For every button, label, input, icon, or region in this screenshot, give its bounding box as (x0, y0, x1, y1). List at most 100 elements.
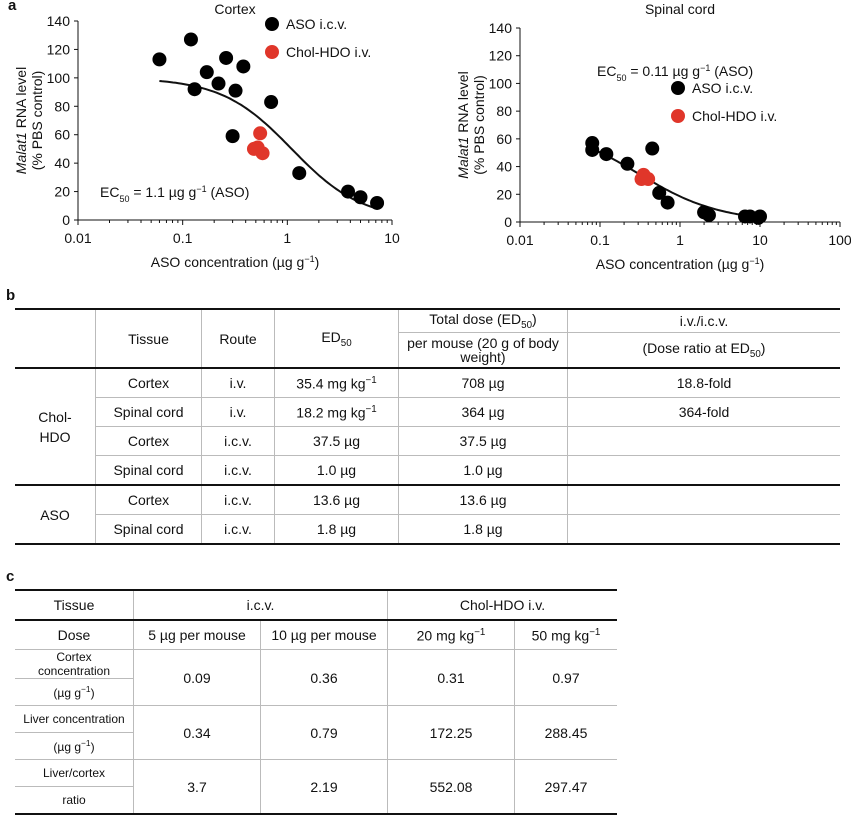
data-point (250, 140, 265, 155)
legend-marker (265, 17, 279, 31)
tableB-cell: 13.6 µg (274, 484, 399, 515)
tableB-cell (567, 455, 840, 486)
tableC-label2: ratio (15, 786, 134, 815)
chart-title: Spinal cord (645, 1, 715, 17)
data-point (660, 195, 675, 210)
tableB-cell: 13.6 µg (398, 484, 568, 515)
tableB-cell: 18.8-fold (567, 367, 840, 398)
tableB-cell: 37.5 µg (398, 426, 568, 456)
x-axis-label: ASO concentration (µg g−1) (151, 254, 320, 270)
data-point (228, 83, 243, 98)
data-point (211, 76, 226, 91)
y-tick-label: 20 (496, 186, 512, 202)
data-point (219, 50, 234, 65)
x-tick-label: 0.1 (173, 230, 193, 246)
tableB-cell: Cortex (95, 367, 202, 398)
x-tick-label: 10 (384, 230, 400, 246)
tableB-cell: 364-fold (567, 397, 840, 427)
y-tick-label: 140 (489, 20, 513, 36)
panel-letter-c: c (6, 568, 15, 585)
table-row: Chol-HDO Cortex i.v. 35.4 mg kg−1 708 µg… (15, 367, 840, 486)
x-tick-label: 0.1 (590, 232, 610, 248)
y-tick-label: 60 (54, 127, 70, 143)
tableB-cell (567, 484, 840, 515)
tableC-dose: 50 mg kg−1 (514, 619, 617, 650)
y-tick-label: 60 (496, 131, 512, 147)
tableB-header-route: Route (201, 308, 275, 369)
tableC-cell: 0.09 (133, 649, 261, 706)
tableC-unit: (µg g−1) (15, 678, 134, 706)
tableB-cell: Spinal cord (95, 514, 202, 545)
tableB-cell: Cortex (95, 426, 202, 456)
data-point (341, 184, 356, 199)
tableC-unit: (µg g−1) (15, 732, 134, 760)
table-row: Cortex concentration 0.09 0.36 0.31 0.97 (15, 649, 617, 706)
tableC-cell: 0.36 (260, 649, 388, 706)
tableB-cell: 708 µg (398, 367, 568, 398)
data-point (225, 129, 240, 144)
tableC-cell: 0.97 (514, 649, 617, 706)
ed50-table: Tissue Route ED50 Total dose (ED50) i.v.… (15, 308, 840, 545)
data-point (236, 59, 251, 74)
y-tick-label: 40 (54, 155, 70, 171)
tableB-cell: 37.5 µg (274, 426, 399, 456)
fit-curve (591, 147, 761, 219)
tableC-dose: 20 mg kg−1 (387, 619, 515, 650)
tableB-header-tissue: Tissue (95, 308, 202, 369)
table-row: Spinal cord i.v. 18.2 mg kg−1 364 µg 364… (15, 397, 840, 427)
data-point (370, 195, 385, 210)
tableB-cell: 364 µg (398, 397, 568, 427)
x-tick-label: 0.01 (506, 232, 533, 248)
y-tick-label: 80 (496, 103, 512, 119)
tableB-cell: i.c.v. (201, 426, 275, 456)
y-axis-label: Malat1 RNA level (455, 71, 471, 178)
tableC-cell: 2.19 (260, 759, 388, 815)
tableB-header-total-dose: Total dose (ED50) (398, 308, 568, 333)
y-tick-label: 0 (62, 212, 70, 228)
tableC-label: Liver concentration (15, 705, 134, 733)
panel-letter-a: a (8, 0, 17, 14)
x-tick-label: 1 (283, 230, 291, 246)
panel-letter-b: b (6, 287, 16, 304)
legend-marker (671, 81, 685, 95)
tableC-dose: 10 µg per mouse (260, 619, 388, 650)
tableB-cell (567, 514, 840, 545)
x-tick-label: 0.01 (64, 230, 91, 246)
tableB-cell: i.v. (201, 397, 275, 427)
legend-label: Chol-HDO i.v. (692, 108, 777, 124)
data-point (264, 95, 279, 110)
x-tick-label: 1 (676, 232, 684, 248)
ec50-annotation: EC50 = 0.11 µg g−1 (ASO) (597, 63, 753, 83)
y-axis-label: Malat1 RNA level (13, 67, 29, 174)
legend-label: ASO i.c.v. (692, 80, 753, 96)
tableB-corner (15, 308, 96, 369)
x-tick-label: 100 (828, 232, 851, 248)
spinal-cord-chart: 0 20 40 60 80 100 120 140 0.01 0.1 1 10 100 Spinal co… (455, 1, 851, 272)
tableB-cell: 1.0 µg (398, 455, 568, 486)
table-row: ASO Cortex i.c.v. 13.6 µg 13.6 µg (15, 484, 840, 545)
y-tick-label: 20 (54, 184, 70, 200)
chart-title: Cortex (214, 1, 255, 17)
tableC-cell: 288.45 (514, 705, 617, 760)
legend-marker (265, 45, 279, 59)
tableC-header-tissue: Tissue (15, 589, 134, 621)
data-point (620, 156, 635, 171)
tableB-cell: 18.2 mg kg−1 (274, 397, 399, 427)
tableB-cell: i.c.v. (201, 484, 275, 515)
x-tick-label: 10 (752, 232, 768, 248)
y-axis-label-2: (% PBS control) (29, 71, 45, 171)
tableC-header-dose: Dose (15, 619, 134, 650)
cortex-chart: 0 20 40 60 80 100 120 140 0.01 0.1 1 10 Cortex ASO co… (13, 1, 400, 270)
tableB-cell: Spinal cord (95, 397, 202, 427)
y-tick-label: 120 (47, 41, 71, 57)
y-tick-label: 40 (496, 159, 512, 175)
tableB-cell (567, 426, 840, 456)
tableB-cell: i.c.v. (201, 514, 275, 545)
tableB-cell: 1.8 µg (274, 514, 399, 545)
tableC-cell: 0.34 (133, 705, 261, 760)
data-point (701, 208, 716, 223)
data-point (152, 52, 167, 67)
data-point (652, 185, 667, 200)
table-row: Spinal cord i.c.v. 1.0 µg 1.0 µg (15, 455, 840, 486)
y-tick-label: 0 (504, 214, 512, 230)
